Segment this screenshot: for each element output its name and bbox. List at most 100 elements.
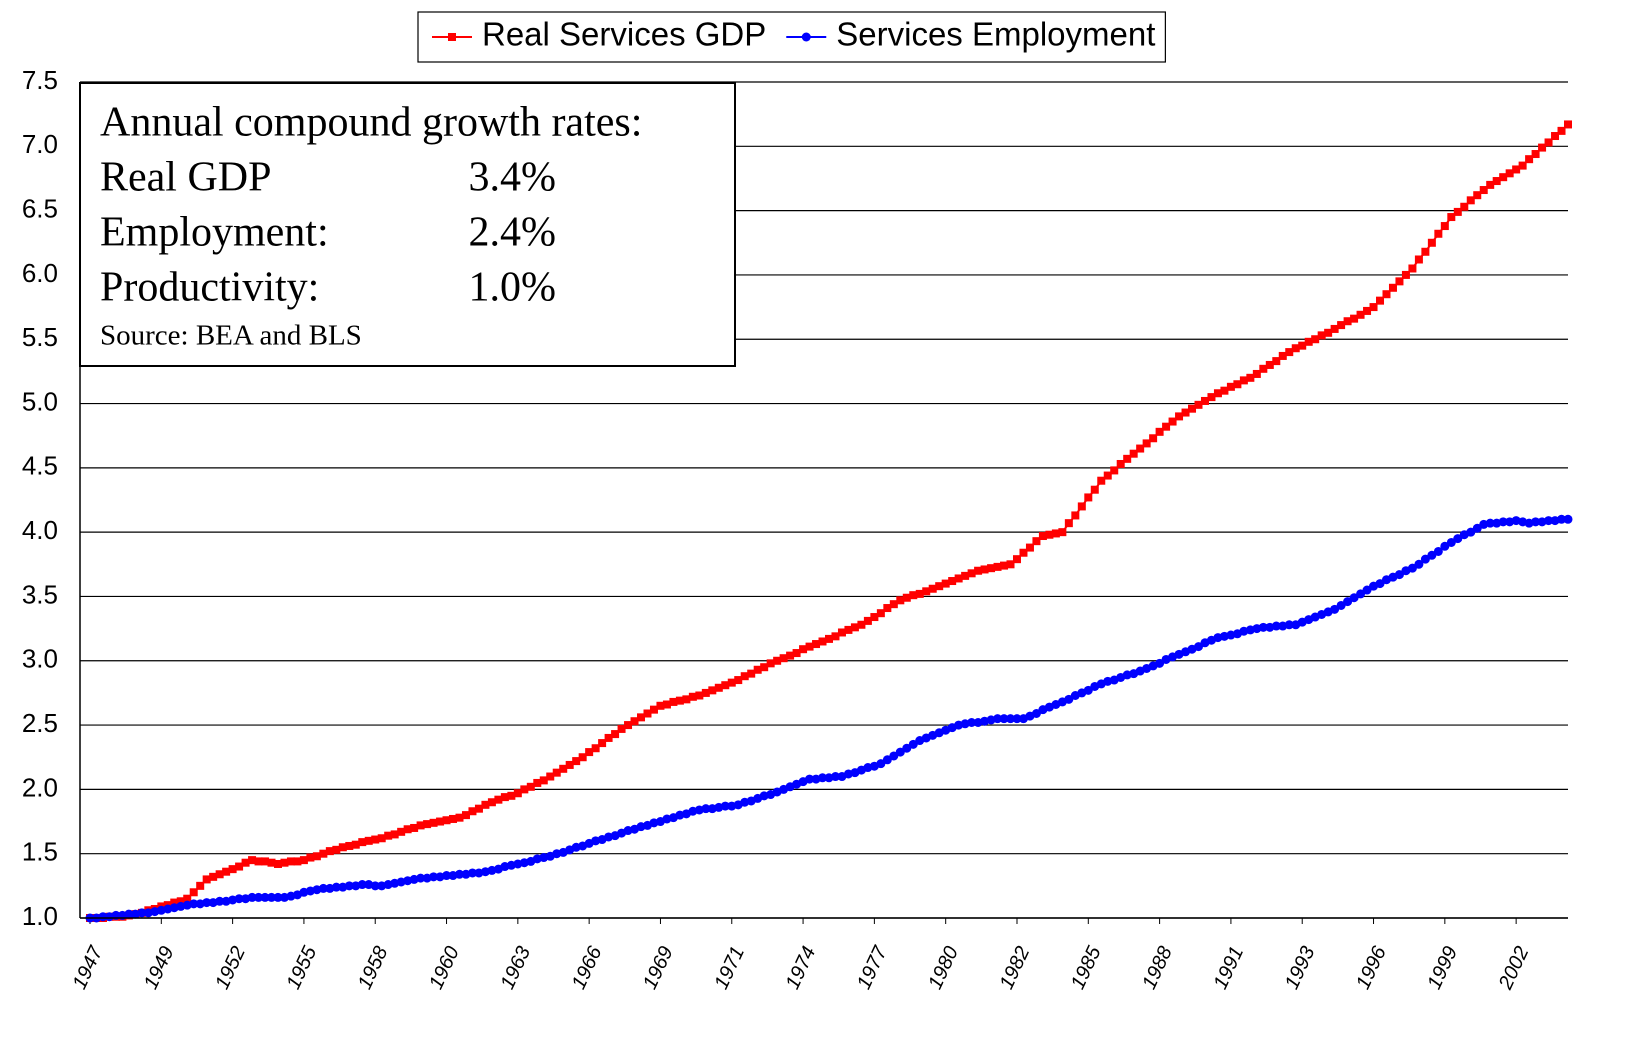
marker: [1304, 337, 1313, 346]
y-tick-label: 2.0: [22, 772, 58, 802]
marker: [1298, 341, 1307, 350]
annotation-source: Source: BEA and BLS: [100, 320, 362, 352]
marker: [1343, 317, 1352, 326]
marker: [1453, 207, 1462, 216]
marker: [442, 816, 451, 825]
marker: [818, 773, 828, 783]
marker: [1090, 485, 1099, 494]
marker: [384, 831, 393, 840]
marker: [1382, 290, 1391, 299]
marker: [630, 717, 639, 726]
marker: [468, 807, 477, 816]
y-tick-label: 3.5: [22, 579, 58, 609]
marker: [202, 898, 212, 908]
marker: [1427, 238, 1436, 247]
marker: [1343, 597, 1353, 607]
marker: [825, 634, 833, 643]
marker: [260, 892, 270, 902]
marker: [202, 875, 211, 884]
y-tick-label: 3.0: [22, 644, 58, 674]
marker: [720, 801, 730, 811]
marker: [1531, 517, 1541, 527]
marker: [1330, 604, 1340, 614]
marker: [766, 659, 775, 668]
legend: Real Services GDP Services Employment: [417, 11, 1166, 63]
marker: [209, 872, 218, 881]
marker: [325, 847, 334, 856]
marker: [882, 755, 892, 765]
marker: [941, 579, 950, 588]
marker: [416, 873, 426, 883]
marker: [1407, 563, 1417, 573]
marker: [604, 733, 613, 742]
marker: [1259, 364, 1268, 373]
marker: [286, 857, 295, 866]
marker: [1518, 161, 1527, 170]
marker: [235, 862, 244, 871]
marker: [1485, 518, 1495, 528]
annotation-label: Productivity:: [100, 265, 319, 311]
marker: [1421, 247, 1430, 256]
y-tick-label: 4.0: [22, 515, 58, 545]
marker: [423, 820, 432, 829]
marker: [170, 898, 179, 907]
marker: [461, 811, 470, 820]
marker: [948, 577, 957, 586]
marker: [507, 791, 516, 800]
marker: [364, 836, 373, 845]
marker: [987, 564, 996, 573]
marker: [611, 730, 620, 739]
marker: [1512, 165, 1521, 174]
marker: [812, 640, 821, 649]
marker: [1168, 417, 1177, 426]
marker: [559, 764, 568, 773]
marker: [455, 813, 464, 822]
marker: [837, 628, 846, 637]
marker: [1440, 541, 1450, 551]
marker: [1350, 314, 1359, 323]
marker: [1194, 642, 1203, 652]
marker: [1564, 120, 1572, 129]
marker: [1285, 348, 1294, 357]
marker: [1265, 360, 1274, 369]
y-tick-label: 5.5: [22, 322, 58, 352]
marker: [1447, 213, 1456, 222]
y-tick-label: 7.5: [22, 65, 58, 95]
marker: [902, 743, 912, 753]
marker: [1375, 579, 1385, 589]
marker: [416, 821, 425, 830]
marker: [228, 865, 237, 874]
marker: [799, 645, 808, 654]
marker: [857, 620, 866, 629]
marker: [1479, 186, 1488, 195]
marker: [273, 859, 282, 868]
marker: [1064, 519, 1073, 528]
marker: [656, 701, 665, 710]
marker: [429, 818, 438, 827]
marker: [1194, 400, 1203, 409]
marker: [727, 678, 736, 687]
marker: [688, 692, 697, 701]
legend-label: Services Employment: [836, 16, 1155, 53]
legend-marker: [448, 33, 456, 41]
marker: [345, 841, 354, 850]
marker: [624, 721, 633, 730]
marker: [215, 896, 225, 906]
marker: [974, 566, 983, 575]
marker: [1414, 559, 1424, 569]
marker: [1103, 471, 1112, 480]
marker: [740, 672, 749, 681]
legend-marker: [801, 32, 811, 42]
marker: [1356, 310, 1365, 319]
y-tick-label: 4.5: [22, 451, 58, 481]
marker: [1440, 222, 1449, 231]
marker: [922, 587, 931, 596]
marker: [261, 857, 270, 866]
marker: [870, 613, 879, 622]
marker: [993, 714, 1003, 724]
marker: [390, 830, 399, 839]
marker: [1337, 321, 1346, 330]
marker: [591, 744, 600, 753]
marker: [889, 751, 899, 761]
marker: [1531, 150, 1540, 159]
